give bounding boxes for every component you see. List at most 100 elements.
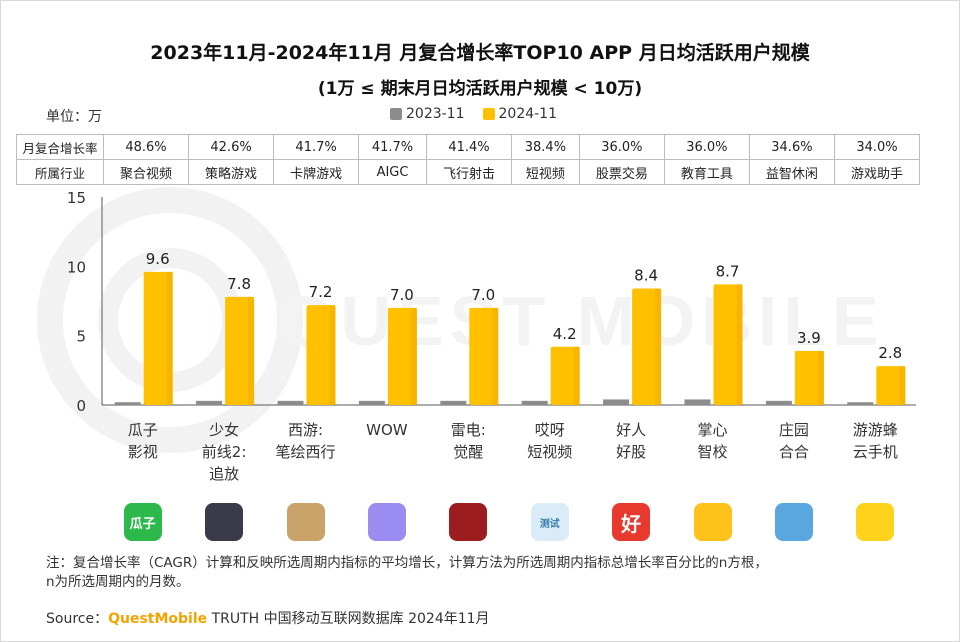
growth-cell: 42.6% — [188, 134, 275, 160]
industry-cell: 飞行射击 — [425, 159, 512, 185]
x-category-label: 追放 — [209, 465, 239, 483]
data-label: 8.4 — [634, 267, 658, 285]
xiyou-icon — [286, 503, 325, 541]
chart-subtitle: (1万 ≤ 期末月日均活跃用户规模 < 10万) — [317, 79, 643, 99]
bar-2024-11-shade — [817, 350, 824, 405]
bar-2024-11-shade — [329, 305, 336, 405]
x-category-label: 庄园 — [779, 421, 809, 439]
bar-2023-11 — [277, 400, 304, 405]
guazi-icon: 瓜子 — [123, 503, 162, 541]
source-line: Source：QuestMobile TRUTH 中国移动互联网数据库 2024… — [46, 608, 490, 628]
industry-cell: 教育工具 — [663, 159, 750, 185]
data-label: 4.2 — [553, 325, 577, 343]
data-label: 7.0 — [390, 286, 414, 304]
bar-2024-11-shade — [166, 271, 173, 405]
zhangxin-icon — [693, 503, 732, 541]
industry-cell: AIGC — [358, 159, 427, 185]
data-label: 7.2 — [309, 283, 333, 301]
y-tick-label: 5 — [76, 328, 86, 346]
growth-industry-table: 月复合增长率 48.6% 42.6% 41.7% 41.7% 41.4% 38.… — [16, 134, 921, 185]
growth-cell: 34.0% — [833, 134, 921, 160]
wow-icon — [367, 503, 406, 541]
app-icon-row: 瓜子 测试 好 — [0, 501, 960, 545]
bar-2024-11 — [143, 271, 173, 405]
data-label: 2.8 — [878, 344, 902, 362]
growth-cell: 41.7% — [358, 134, 427, 160]
growth-cell: 38.4% — [510, 134, 580, 160]
x-category-label: 前线2: — [202, 443, 247, 461]
growth-cell: 36.0% — [578, 134, 665, 160]
bar-2024-11-shade — [410, 307, 417, 405]
x-category-label: 好股 — [616, 443, 646, 461]
bar-2024-11 — [794, 350, 824, 405]
x-category-label: 雷电: — [451, 421, 486, 439]
footnote: 注：复合增长率（CAGR）计算和反映所选周期内指标的平均增长，计算方法为所选周期… — [46, 554, 926, 592]
bar-2024-11 — [713, 284, 743, 405]
bar-2024-11 — [469, 307, 499, 405]
x-category-label: 影视 — [128, 443, 158, 461]
x-category-label: 智校 — [697, 443, 727, 461]
growth-cell: 41.7% — [273, 134, 360, 160]
growth-cell: 41.4% — [425, 134, 512, 160]
industry-cell: 卡牌游戏 — [273, 159, 360, 185]
haoren-icon: 好 — [612, 503, 651, 541]
source-brand: QuestMobile — [108, 611, 208, 627]
bar-2024-11-shade — [655, 288, 662, 405]
data-label: 3.9 — [797, 329, 821, 347]
data-label: 9.6 — [146, 250, 170, 268]
bar-2023-11 — [603, 399, 630, 405]
bar-2023-11 — [765, 400, 792, 405]
bar-2023-11 — [684, 399, 711, 405]
x-category-label: 短视频 — [527, 443, 572, 461]
legend-swatch-2024 — [482, 108, 495, 120]
bar-2024-11 — [306, 305, 336, 405]
industry-cell: 股票交易 — [578, 159, 665, 185]
data-label: 7.8 — [227, 275, 251, 293]
industry-cell: 短视频 — [510, 159, 580, 185]
legend: 2023-11 2024-11 — [390, 106, 557, 122]
chart-title: 2023年11月-2024年11月 月复合增长率TOP10 APP 月日均活跃用… — [150, 42, 810, 64]
youyoufeng-icon — [856, 503, 895, 541]
source-prefix: Source： — [46, 611, 109, 627]
growth-cell: 34.6% — [748, 134, 835, 160]
source-rest: TRUTH 中国移动互联网数据库 2024年11月 — [207, 611, 490, 627]
bar-2023-11 — [114, 402, 141, 405]
bar-2023-11 — [440, 400, 467, 405]
legend-label-2024: 2024-11 — [498, 106, 558, 122]
industry-cell: 游戏助手 — [833, 159, 921, 185]
growth-row: 月复合增长率 48.6% 42.6% 41.7% 41.7% 41.4% 38.… — [16, 134, 921, 160]
legend-label-2023: 2023-11 — [406, 106, 465, 122]
bar-2024-11-shade — [736, 284, 743, 405]
data-label: 7.0 — [471, 286, 495, 304]
bar-2024-11 — [550, 346, 580, 405]
industry-cell: 益智休闲 — [748, 159, 835, 185]
bar-2023-11 — [196, 400, 223, 405]
zhuangyuan-icon — [774, 503, 813, 541]
bar-2024-11 — [632, 288, 662, 405]
bar-2024-11 — [876, 366, 906, 405]
legend-swatch-2023 — [390, 108, 402, 120]
x-category-label: 西游: — [288, 421, 323, 439]
industry-cell: 聚合视频 — [102, 159, 190, 185]
x-category-label: 少女 — [209, 421, 239, 439]
svg-text:QUEST MOBILE: QUEST MOBILE — [280, 282, 885, 360]
x-category-label: 云手机 — [853, 443, 898, 461]
leidian-icon — [449, 503, 488, 541]
footnote-line-1: 注：复合增长率（CAGR）计算和反映所选周期内指标的平均增长，计算方法为所选周期… — [46, 555, 768, 571]
bar-2023-11 — [521, 400, 548, 405]
unit-label: 单位：万 — [46, 109, 102, 125]
x-category-label: 瓜子 — [128, 421, 158, 439]
x-category-label: 笔绘西行 — [275, 443, 335, 461]
footnote-line-2: n为所选周期内的月数。 — [46, 574, 190, 590]
bar-2024-11 — [225, 296, 255, 405]
aiya-icon: 测试 — [530, 503, 569, 541]
legend-item-2024: 2024-11 — [482, 106, 558, 122]
y-tick-label: 0 — [76, 397, 86, 415]
x-category-label: 掌心 — [697, 421, 727, 439]
growth-cell: 36.0% — [663, 134, 750, 160]
growth-cell: 48.6% — [102, 134, 190, 160]
data-label: 8.7 — [716, 262, 740, 280]
x-category-label: 合合 — [779, 443, 809, 461]
